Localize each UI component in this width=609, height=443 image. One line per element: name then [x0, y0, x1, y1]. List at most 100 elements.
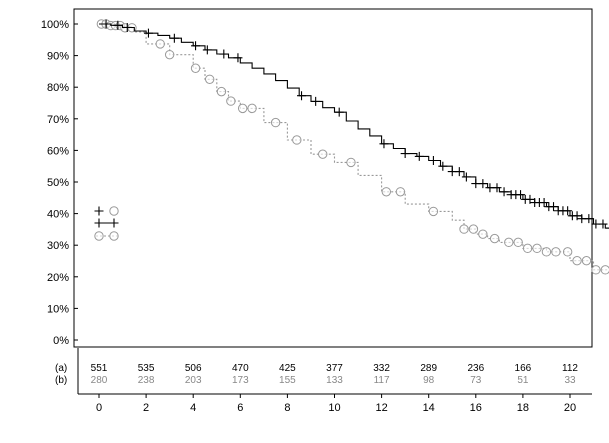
censor-mark-circle [292, 135, 302, 145]
risk-value: 203 [185, 375, 202, 386]
censor-mark-plus [202, 45, 212, 55]
censor-mark-plus [379, 139, 389, 149]
censor-mark-circle [504, 237, 514, 248]
censor-mark-plus [492, 183, 502, 193]
censor-mark-circle [164, 49, 175, 60]
legend-marker-circle [109, 206, 119, 216]
censor-mark-plus [539, 198, 549, 208]
risk-row-label: (a) [55, 363, 67, 374]
legend-marker-plus [94, 206, 104, 216]
x-tick-label: 8 [284, 402, 290, 414]
x-axis-ticks: 02468101214161820222426283032 [96, 394, 576, 414]
censor-mark-circle [459, 224, 469, 234]
risk-value: 73 [470, 375, 482, 386]
censor-mark-plus [516, 190, 526, 200]
risk-value: 280 [91, 375, 108, 386]
legend [94, 206, 119, 241]
censor-mark-plus [549, 202, 559, 212]
censor-mark-plus [311, 96, 321, 106]
censor-mark-circle [468, 224, 479, 234]
censor-mark-plus [605, 227, 609, 229]
censor-mark-circle [155, 39, 165, 49]
censor-mark-plus [563, 206, 573, 216]
risk-value: 332 [373, 363, 390, 374]
censor-mark-circle [489, 233, 500, 244]
risk-value: 425 [279, 363, 296, 374]
y-tick-label: 80% [47, 82, 69, 94]
risk-value: 377 [326, 363, 343, 374]
y-tick-label: 70% [47, 114, 69, 126]
x-tick-label: 14 [423, 402, 435, 414]
y-tick-label: 60% [47, 145, 69, 157]
risk-value: 166 [515, 363, 532, 374]
x-tick-label: 12 [375, 402, 387, 414]
censor-mark-circle [478, 229, 488, 239]
censor-mark-circle [237, 103, 248, 114]
censor-mark-plus [414, 151, 424, 161]
censor-mark-circle [581, 255, 592, 266]
censor-mark-circle [270, 117, 281, 128]
risk-value: 51 [517, 375, 529, 386]
censor-mark-circle [551, 247, 561, 257]
x-tick-label: 6 [237, 402, 243, 414]
censor-mark-plus [400, 149, 410, 159]
censor-mark-plus [584, 214, 594, 224]
censor-mark-circle [513, 237, 523, 248]
censor-mark-circle [226, 96, 236, 106]
risk-value: 112 [562, 363, 578, 374]
risk-value: 236 [467, 363, 484, 374]
censor-mark-circle [522, 243, 533, 254]
censor-mark-circle [600, 265, 609, 275]
censor-mark-plus [525, 194, 535, 204]
censor-mark-plus [334, 107, 344, 117]
censor-mark-circle [216, 86, 227, 97]
y-tick-label: 30% [47, 240, 69, 252]
risk-value: 238 [138, 375, 155, 386]
censor-mark-plus [572, 211, 582, 221]
censor-mark-circle [395, 187, 406, 197]
y-tick-label: 40% [47, 209, 69, 221]
risk-value: 506 [185, 363, 202, 374]
risk-value: 33 [564, 375, 576, 386]
risk-value: 289 [420, 363, 437, 374]
censor-mark-plus [461, 172, 471, 182]
censor-mark-circle [541, 247, 552, 257]
y-tick-label: 90% [47, 51, 69, 63]
risk-value: 551 [91, 363, 108, 374]
y-tick-label: 50% [47, 177, 69, 189]
censor-mark-plus [454, 167, 464, 177]
y-tick-label: 100% [41, 19, 69, 31]
x-tick-label: 10 [328, 402, 340, 414]
censor-mark-circle [591, 265, 601, 275]
legend-line-b-circle [109, 231, 119, 241]
series-a-curve [99, 23, 609, 229]
x-tick-label: 16 [470, 402, 482, 414]
risk-value: 117 [374, 375, 390, 386]
legend-line-a-plus [94, 218, 104, 228]
censor-mark-plus [191, 41, 201, 51]
censor-mark-circle [532, 243, 542, 254]
series-b-group [96, 19, 609, 275]
series-a-group [99, 19, 609, 229]
risk-value: 535 [138, 363, 155, 374]
censor-mark-circle [428, 206, 439, 217]
risk-value: 133 [326, 375, 343, 386]
y-tick-label: 0% [53, 335, 69, 347]
censor-mark-circle [247, 103, 257, 114]
censor-mark-plus [478, 179, 488, 189]
x-tick-label: 20 [564, 402, 576, 414]
censor-mark-circle [346, 157, 356, 168]
x-tick-label: 2 [143, 402, 149, 414]
risk-value: 470 [232, 363, 249, 374]
legend-line-b-circle [94, 231, 104, 241]
y-axis-ticks: 0% 10% 20% 30% 40% 50% 60% 70% 80% 90% 100% [41, 19, 78, 347]
legend-line-a-plus [109, 218, 119, 228]
censor-mark-plus [297, 91, 307, 101]
censor-mark-plus [122, 22, 132, 32]
censor-mark-plus [143, 28, 153, 38]
number-at-risk-table: (a)5515355064704253773322892361661126336… [55, 363, 578, 386]
risk-row-label: (b) [55, 375, 67, 386]
censor-mark-circle [318, 149, 328, 159]
plot-frame [73, 8, 593, 348]
